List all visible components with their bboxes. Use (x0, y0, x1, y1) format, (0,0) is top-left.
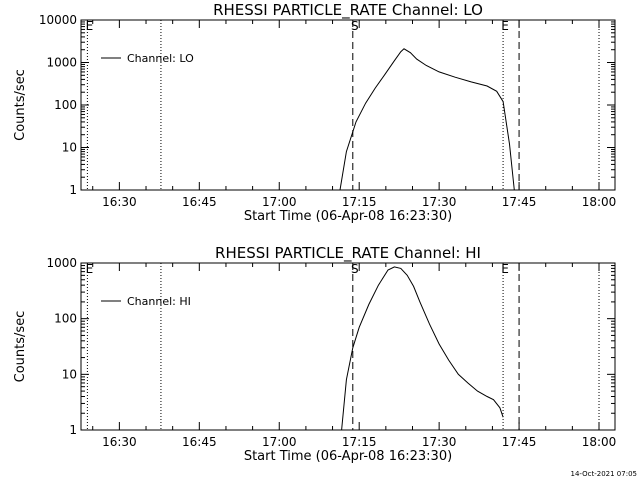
y-tick-label: 1 (69, 423, 77, 437)
x-tick-label: 16:45 (182, 435, 217, 449)
chart-panel-lo: RHESSI PARTICLE_RATE Channel: LO 1 10 100 10… (13, 1, 616, 224)
plot-frame (80, 262, 616, 431)
marker-label: E (86, 262, 94, 276)
x-tick-label: 17:15 (342, 435, 377, 449)
y-tick-label: 100 (54, 312, 77, 326)
x-tick-label: 17:00 (262, 435, 297, 449)
x-tick-label: 17:15 (342, 195, 377, 209)
x-axis-label: Start Time (06-Apr-08 16:23:30) (244, 209, 452, 224)
x-tick-label: 18:00 (582, 435, 617, 449)
chart-title: RHESSI PARTICLE_RATE Channel: HI (215, 244, 481, 263)
y-tick-label: 10 (62, 141, 77, 155)
marker-label: S (351, 19, 359, 33)
x-tick-label: 16:30 (102, 195, 137, 209)
x-tick-label: 18:00 (582, 195, 617, 209)
footer-timestamp: 14-Oct-2021 07:05 (570, 470, 637, 478)
y-tick-label: 10000 (39, 13, 77, 27)
x-tick-label: 17:45 (502, 435, 537, 449)
x-tick-label: 17:45 (502, 195, 537, 209)
chart-panel-hi: RHESSI PARTICLE_RATE Channel: HI 1 10 100 10… (13, 244, 616, 464)
x-tick-label: 16:30 (102, 435, 137, 449)
x-tick-label: 16:45 (182, 195, 217, 209)
y-axis-label: Counts/sec (13, 311, 28, 383)
marker-label: S (351, 262, 359, 276)
chart-title: RHESSI PARTICLE_RATE Channel: LO (213, 1, 483, 20)
y-tick-label: 10 (62, 367, 77, 381)
marker-label: E (501, 19, 509, 33)
x-tick-label: 17:30 (422, 195, 457, 209)
x-tick-label: 17:30 (422, 435, 457, 449)
series-line (339, 48, 515, 191)
series-line (341, 266, 504, 431)
legend-label: Channel: HI (127, 295, 191, 308)
y-tick-label: 1000 (46, 56, 77, 70)
x-tick-label: 17:00 (262, 195, 297, 209)
y-tick-label: 100 (54, 98, 77, 112)
x-axis-label: Start Time (06-Apr-08 16:23:30) (244, 449, 452, 464)
y-tick-label: 1 (69, 183, 77, 197)
y-axis-label: Counts/sec (13, 69, 28, 141)
marker-label: E (501, 262, 509, 276)
marker-label: E (86, 19, 94, 33)
legend-label: Channel: LO (127, 52, 194, 65)
y-tick-label: 1000 (46, 256, 77, 270)
